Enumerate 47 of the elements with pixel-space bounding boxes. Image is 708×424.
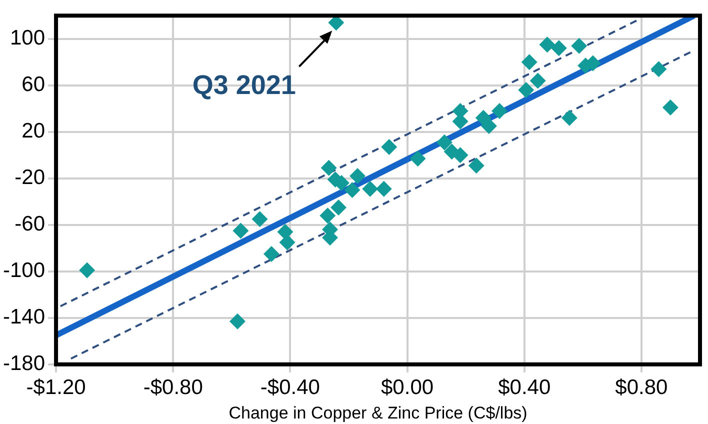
point: [252, 211, 268, 228]
point: [328, 16, 344, 31]
point: [436, 134, 452, 150]
point: [320, 208, 336, 224]
x-tick-label: $0.00: [381, 376, 434, 399]
point: [277, 224, 294, 240]
point: [230, 313, 246, 330]
x-axis-title: Change in Copper & Zinc Price (C$/lbs): [228, 403, 528, 422]
x-tick-label: -$0.40: [260, 376, 320, 399]
point: [376, 180, 392, 197]
y-tick-label: -180: [3, 352, 46, 376]
x-tick-label: $0.40: [498, 376, 551, 399]
point: [350, 168, 366, 184]
x-tick-label: -$0.80: [143, 376, 203, 399]
point: [452, 147, 468, 164]
point: [279, 234, 296, 250]
point: [662, 99, 678, 116]
point: [530, 72, 546, 89]
point: [79, 262, 96, 278]
y-tick-label: -100: [3, 259, 46, 282]
point: [320, 160, 337, 176]
point: [330, 199, 346, 216]
point: [468, 158, 484, 174]
y-tick-label: 100: [10, 26, 46, 50]
point: [381, 138, 398, 155]
y-tick-label: -20: [14, 166, 46, 190]
y-tick-label: 60: [22, 73, 46, 96]
point: [561, 110, 578, 126]
x-tick-label: -$1.20: [26, 376, 86, 399]
point: [571, 38, 588, 54]
point: [650, 61, 667, 78]
point: [521, 54, 538, 70]
y-tick-label: -140: [3, 306, 46, 329]
point: [344, 182, 360, 198]
y-tick-label: 20: [22, 120, 46, 143]
point: [263, 246, 280, 262]
point: [410, 150, 426, 167]
point: [232, 222, 249, 239]
point: [362, 180, 378, 197]
point: [550, 40, 567, 56]
x-tick-label: $0.80: [615, 376, 668, 399]
annotation: Q3 2021: [192, 70, 296, 100]
point: [480, 118, 497, 134]
y-tick-label: -60: [14, 212, 46, 236]
point: [491, 102, 508, 119]
point: [539, 36, 556, 53]
point: [518, 82, 534, 98]
